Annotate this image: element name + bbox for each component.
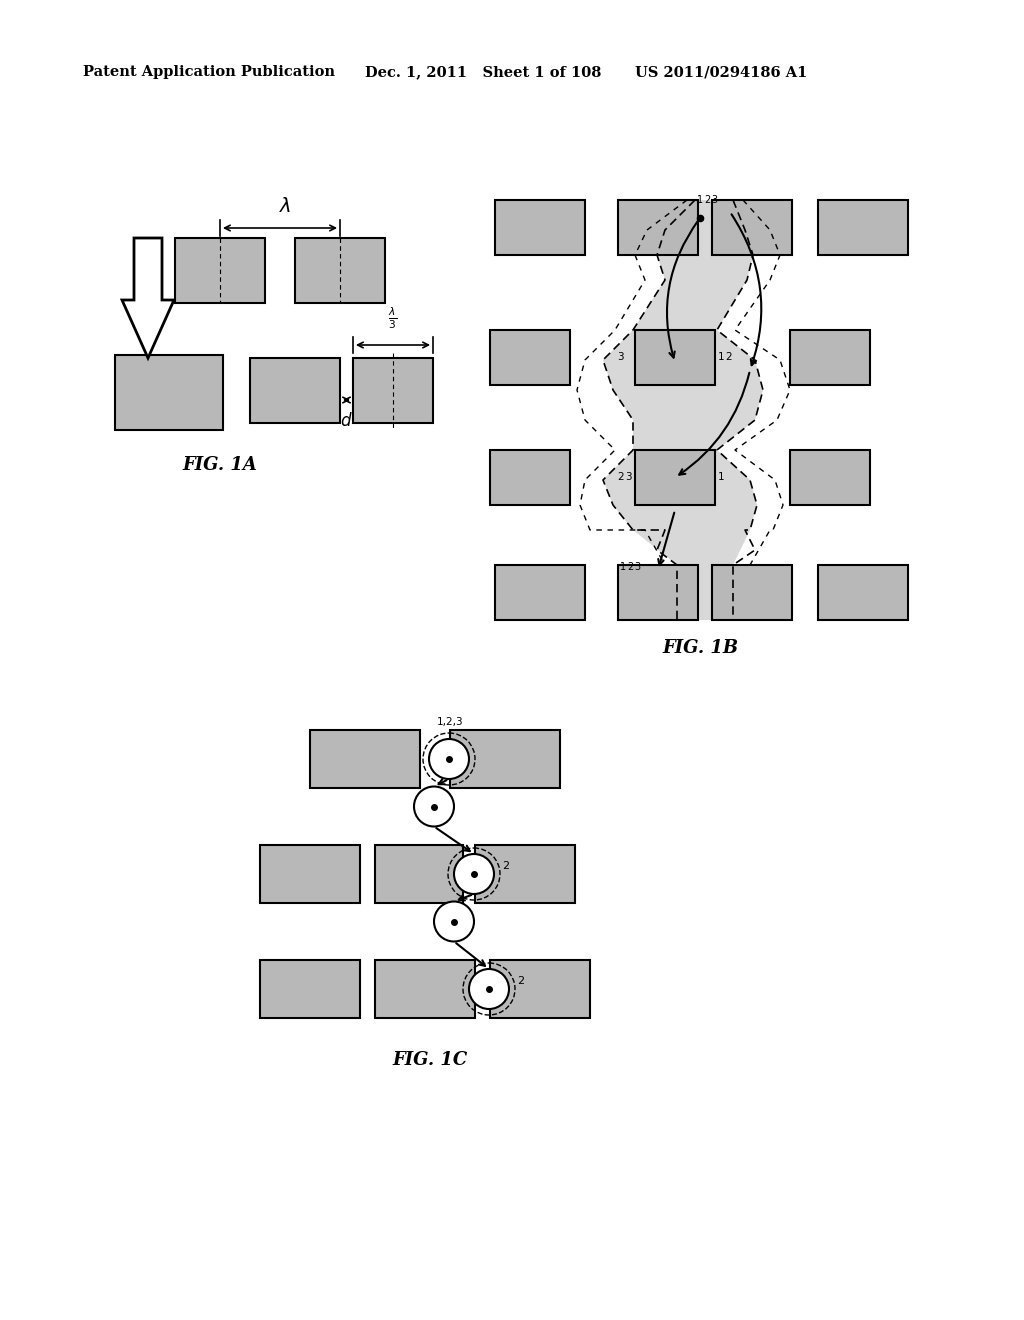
Text: 2: 2	[705, 195, 711, 205]
Text: FIG. 1C: FIG. 1C	[392, 1051, 468, 1069]
Circle shape	[434, 902, 474, 941]
Bar	[175, 238, 265, 304]
Bar	[618, 565, 698, 620]
Text: 3: 3	[625, 473, 632, 483]
Text: 1: 1	[718, 352, 725, 363]
Bar	[712, 565, 792, 620]
Text: $d$: $d$	[340, 412, 353, 430]
Bar	[115, 355, 223, 430]
Text: 1,2,3: 1,2,3	[437, 717, 464, 727]
Circle shape	[414, 787, 454, 826]
Bar	[790, 330, 870, 385]
Text: $\frac{\lambda}{3}$: $\frac{\lambda}{3}$	[388, 305, 397, 331]
Bar	[495, 565, 585, 620]
Circle shape	[429, 739, 469, 779]
Text: 1: 1	[697, 195, 703, 205]
Text: $\lambda$: $\lambda$	[279, 197, 291, 216]
Bar	[353, 358, 433, 422]
Bar	[475, 845, 575, 903]
Text: 2: 2	[517, 975, 524, 986]
Text: 2: 2	[617, 473, 624, 483]
Bar	[712, 201, 792, 255]
Polygon shape	[603, 201, 763, 620]
Bar	[260, 960, 360, 1018]
Text: FIG. 1B: FIG. 1B	[662, 639, 738, 657]
Text: 3: 3	[617, 352, 624, 363]
Bar	[310, 730, 420, 788]
Text: Patent Application Publication: Patent Application Publication	[83, 65, 335, 79]
Text: 2: 2	[502, 861, 509, 871]
Bar	[490, 450, 570, 506]
Text: 1: 1	[620, 562, 626, 572]
Bar	[260, 845, 360, 903]
Bar	[618, 201, 698, 255]
Bar	[450, 730, 560, 788]
Text: US 2011/0294186 A1: US 2011/0294186 A1	[635, 65, 807, 79]
Bar	[375, 845, 463, 903]
Text: Dec. 1, 2011   Sheet 1 of 108: Dec. 1, 2011 Sheet 1 of 108	[365, 65, 601, 79]
Text: 2: 2	[627, 562, 633, 572]
Bar	[490, 960, 590, 1018]
Bar	[635, 330, 715, 385]
Bar	[250, 358, 340, 422]
Bar	[495, 201, 585, 255]
Bar	[295, 238, 385, 304]
Bar	[818, 565, 908, 620]
Text: 3: 3	[711, 195, 717, 205]
Bar	[635, 450, 715, 506]
Polygon shape	[122, 238, 174, 358]
Text: 1: 1	[718, 473, 725, 483]
Bar	[375, 960, 475, 1018]
Bar	[818, 201, 908, 255]
Text: 3: 3	[634, 562, 640, 572]
Bar	[790, 450, 870, 506]
Text: FIG. 1A: FIG. 1A	[182, 455, 257, 474]
Bar	[490, 330, 570, 385]
Circle shape	[469, 969, 509, 1008]
Text: 2: 2	[725, 352, 731, 363]
Circle shape	[454, 854, 494, 894]
